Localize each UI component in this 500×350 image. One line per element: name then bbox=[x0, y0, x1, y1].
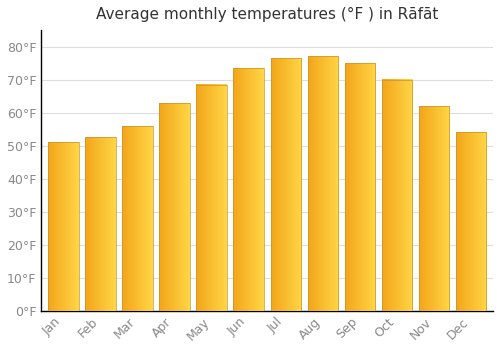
Bar bbox=[160, 103, 190, 311]
Bar bbox=[382, 79, 412, 311]
Bar bbox=[48, 142, 78, 311]
Bar bbox=[86, 137, 116, 311]
Bar bbox=[344, 63, 375, 311]
Title: Average monthly temperatures (°F ) in Rāfāt: Average monthly temperatures (°F ) in Rā… bbox=[96, 7, 438, 22]
Bar bbox=[418, 106, 449, 311]
Bar bbox=[456, 132, 486, 311]
Bar bbox=[196, 85, 227, 311]
Bar bbox=[270, 58, 301, 311]
Bar bbox=[308, 56, 338, 311]
Bar bbox=[234, 68, 264, 311]
Bar bbox=[122, 126, 153, 311]
